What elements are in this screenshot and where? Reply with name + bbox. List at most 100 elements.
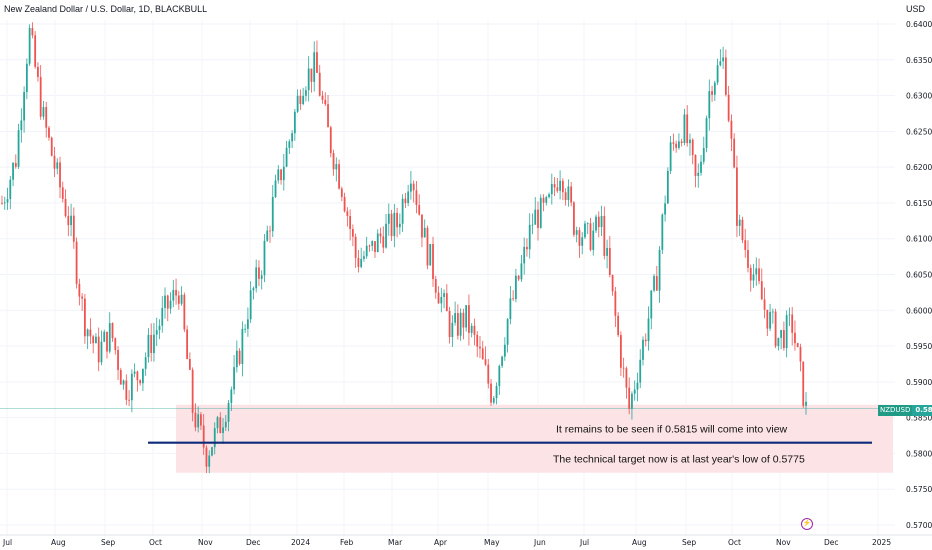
candle xyxy=(570,181,573,207)
candle xyxy=(172,279,175,308)
x-tick-label: Aug xyxy=(632,538,647,547)
candle xyxy=(564,188,567,206)
last-price-tag: NZDUSD 0.58627 xyxy=(878,405,932,416)
candle xyxy=(600,205,603,236)
candle xyxy=(675,140,678,153)
candle xyxy=(280,168,282,185)
candle xyxy=(335,157,338,182)
candle xyxy=(81,293,84,311)
candle xyxy=(421,214,423,248)
candle xyxy=(520,254,523,282)
candle xyxy=(780,329,783,350)
candle xyxy=(404,192,407,209)
candle xyxy=(561,178,564,201)
candle xyxy=(219,412,222,434)
candle xyxy=(697,163,700,188)
candle xyxy=(490,378,492,406)
candle xyxy=(45,101,48,138)
candle xyxy=(202,414,205,455)
candle xyxy=(680,138,683,147)
candle xyxy=(664,195,666,222)
x-tick-label: Jun xyxy=(533,538,546,547)
candle xyxy=(133,363,136,378)
x-tick-label: Jul xyxy=(579,538,589,547)
candle xyxy=(288,139,291,155)
candle xyxy=(382,226,385,254)
candle xyxy=(37,62,39,82)
candle xyxy=(747,240,749,273)
candle xyxy=(64,189,67,218)
candle xyxy=(644,333,647,347)
candle xyxy=(346,207,349,227)
candle xyxy=(59,156,61,199)
x-tick-label: Nov xyxy=(776,538,791,547)
candle xyxy=(153,322,155,362)
candle xyxy=(222,417,224,444)
candle xyxy=(227,399,230,432)
candle xyxy=(509,286,512,325)
candle xyxy=(785,310,788,358)
candle xyxy=(639,349,642,389)
candle xyxy=(158,319,161,340)
candle xyxy=(589,217,592,252)
symbol-label: NZDUSD xyxy=(878,405,913,416)
candle xyxy=(183,292,186,333)
candle xyxy=(122,379,125,390)
x-tick-label: Feb xyxy=(340,538,354,547)
candle xyxy=(263,234,266,283)
x-tick-label: Apr xyxy=(434,538,448,547)
candle xyxy=(92,334,95,354)
candle xyxy=(545,195,548,206)
candle xyxy=(166,294,169,322)
candle xyxy=(440,287,443,313)
candle xyxy=(50,136,53,157)
candle xyxy=(719,49,722,67)
candle xyxy=(252,286,255,300)
candle xyxy=(293,109,296,141)
candle xyxy=(83,293,86,344)
candle xyxy=(70,203,72,237)
candle xyxy=(12,162,14,187)
candle xyxy=(766,309,769,337)
candle xyxy=(683,108,686,146)
candle xyxy=(584,220,586,240)
candle xyxy=(694,154,697,188)
candle xyxy=(700,155,702,176)
candle xyxy=(788,307,791,327)
candle xyxy=(313,41,316,92)
candle xyxy=(633,380,636,401)
candle xyxy=(72,207,75,249)
candle xyxy=(619,331,622,376)
candle xyxy=(495,382,498,405)
candle xyxy=(470,323,473,338)
candle xyxy=(28,24,31,66)
candle xyxy=(802,361,805,409)
candle xyxy=(799,343,802,372)
candle xyxy=(321,90,324,104)
candle xyxy=(548,192,550,199)
candle xyxy=(481,340,484,360)
candle xyxy=(647,306,650,351)
candle xyxy=(553,177,556,197)
candle xyxy=(75,237,78,289)
candle xyxy=(349,209,352,241)
candle xyxy=(271,185,274,237)
candle xyxy=(213,422,216,455)
candle xyxy=(327,95,329,128)
candle xyxy=(188,352,191,371)
candle xyxy=(25,58,28,100)
candle xyxy=(205,445,208,473)
candle xyxy=(53,147,56,177)
lightning-icon[interactable]: ⚡ xyxy=(801,518,813,530)
candle xyxy=(197,406,200,433)
candle xyxy=(208,450,211,474)
candle xyxy=(498,364,501,395)
candle xyxy=(48,125,50,141)
candle xyxy=(459,308,462,341)
